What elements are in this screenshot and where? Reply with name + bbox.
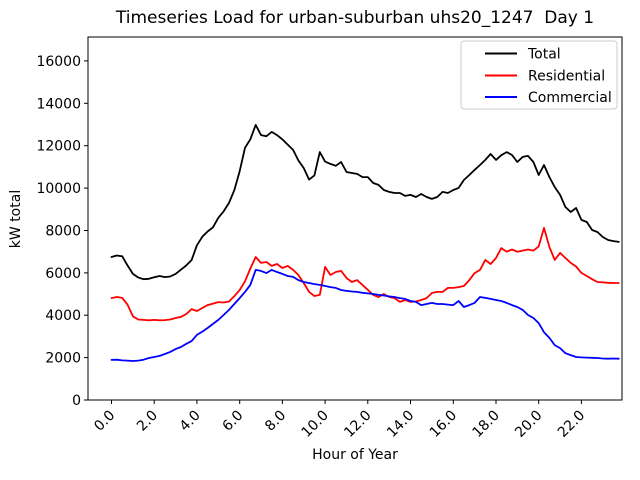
legend-entry-residential: Residential (485, 69, 605, 85)
x-tick-label: 0.0 (91, 408, 118, 435)
plot-area-border (87, 36, 623, 401)
y-tick-label: 16000 (36, 54, 81, 70)
legend-entry-total: Total (485, 47, 561, 63)
x-tick-label: 12.0 (341, 408, 374, 441)
x-tick-label: 20.0 (512, 408, 545, 441)
x-tick-label: 16.0 (427, 408, 460, 441)
x-tick-label: 6.0 (219, 408, 246, 435)
x-tick-label: 8.0 (262, 408, 289, 435)
legend-label-total: Total (527, 47, 561, 63)
chart-title: Timeseries Load for urban-suburban uhs20… (115, 8, 594, 28)
x-tick-label: 22.0 (555, 408, 588, 441)
legend-frame (460, 40, 618, 110)
x-tick-label: 14.0 (384, 408, 417, 441)
legend-label-commercial: Commercial (528, 90, 612, 106)
legend-label-residential: Residential (528, 69, 605, 85)
series-line-residential (110, 226, 620, 322)
legend-entry-commercial: Commercial (485, 90, 612, 106)
series-line-total (110, 124, 620, 281)
y-tick-label: 6000 (45, 266, 81, 282)
y-tick-label: 0 (72, 393, 81, 409)
series-line-commercial (110, 268, 620, 362)
x-tick-label: 18.0 (469, 408, 502, 441)
series-lines (110, 124, 620, 362)
x-tick-label: 2.0 (134, 408, 161, 435)
legend: Total Residential Commercial (460, 40, 618, 110)
x-tick-label: 4.0 (177, 408, 204, 435)
x-axis-label: Hour of Year (312, 447, 398, 463)
y-tick-label: 8000 (45, 224, 81, 240)
y-tick-label: 2000 (45, 351, 81, 367)
x-tick-label: 10.0 (299, 408, 332, 441)
y-axis-label: kW total (8, 190, 24, 248)
y-tick-label: 4000 (45, 308, 81, 324)
y-tick-label: 12000 (36, 139, 81, 155)
axes-ticks: 0.0 2.0 4.0 6.0 8.0 10.0 12.0 14.0 16.0 18.0 20.0 2… (36, 54, 588, 441)
y-tick-label: 14000 (36, 96, 81, 112)
y-tick-label: 10000 (36, 181, 81, 197)
